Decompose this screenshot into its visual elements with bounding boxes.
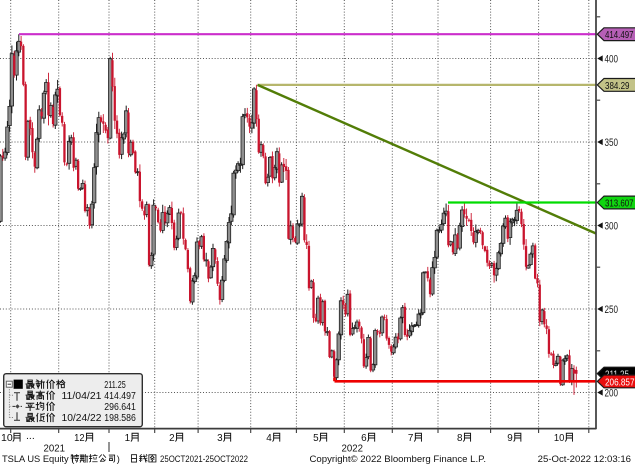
svg-text:7: 7 <box>408 432 414 444</box>
svg-text:11/04/21: 11/04/21 <box>62 391 102 402</box>
svg-text:296.641: 296.641 <box>104 402 136 413</box>
svg-text:6: 6 <box>361 432 367 444</box>
svg-text:8: 8 <box>457 432 463 444</box>
svg-text:414.497: 414.497 <box>605 29 634 41</box>
svg-text:3: 3 <box>217 432 223 444</box>
svg-text:...: ... <box>26 430 35 442</box>
svg-text:10: 10 <box>554 432 565 444</box>
svg-text:2: 2 <box>169 432 175 444</box>
svg-text:10/24/22: 10/24/22 <box>62 413 102 424</box>
svg-text:9: 9 <box>507 432 513 444</box>
svg-text:25OCT2021-25OCT2022: 25OCT2021-25OCT2022 <box>160 454 248 464</box>
svg-text:384.29: 384.29 <box>605 80 630 92</box>
svg-text:200: 200 <box>605 387 619 399</box>
svg-text:Copyright© 2022 Bloomberg Fina: Copyright© 2022 Bloomberg Finance L.P. <box>310 454 487 464</box>
svg-text:25-Oct-2022 12:03:16: 25-Oct-2022 12:03:16 <box>538 454 631 464</box>
svg-text:10: 10 <box>1 432 13 444</box>
svg-text:4: 4 <box>266 432 272 444</box>
svg-text:12: 12 <box>74 432 85 444</box>
svg-text:313.607: 313.607 <box>605 197 634 209</box>
svg-text:2021: 2021 <box>44 443 66 455</box>
svg-text:2022: 2022 <box>342 443 364 455</box>
svg-text:414.497: 414.497 <box>104 391 136 402</box>
svg-text:350: 350 <box>605 137 619 149</box>
svg-text:TSLA US Equity (: TSLA US Equity ( <box>2 454 75 464</box>
svg-text:300: 300 <box>605 220 619 232</box>
svg-text:206.857: 206.857 <box>605 376 635 388</box>
svg-text:250: 250 <box>605 304 619 316</box>
svg-text:): ) <box>117 454 120 464</box>
svg-text:400: 400 <box>605 53 619 65</box>
svg-text:1: 1 <box>125 432 131 444</box>
svg-text:5: 5 <box>313 432 319 444</box>
svg-text:198.586: 198.586 <box>104 413 136 424</box>
svg-text:211.25: 211.25 <box>104 380 126 391</box>
